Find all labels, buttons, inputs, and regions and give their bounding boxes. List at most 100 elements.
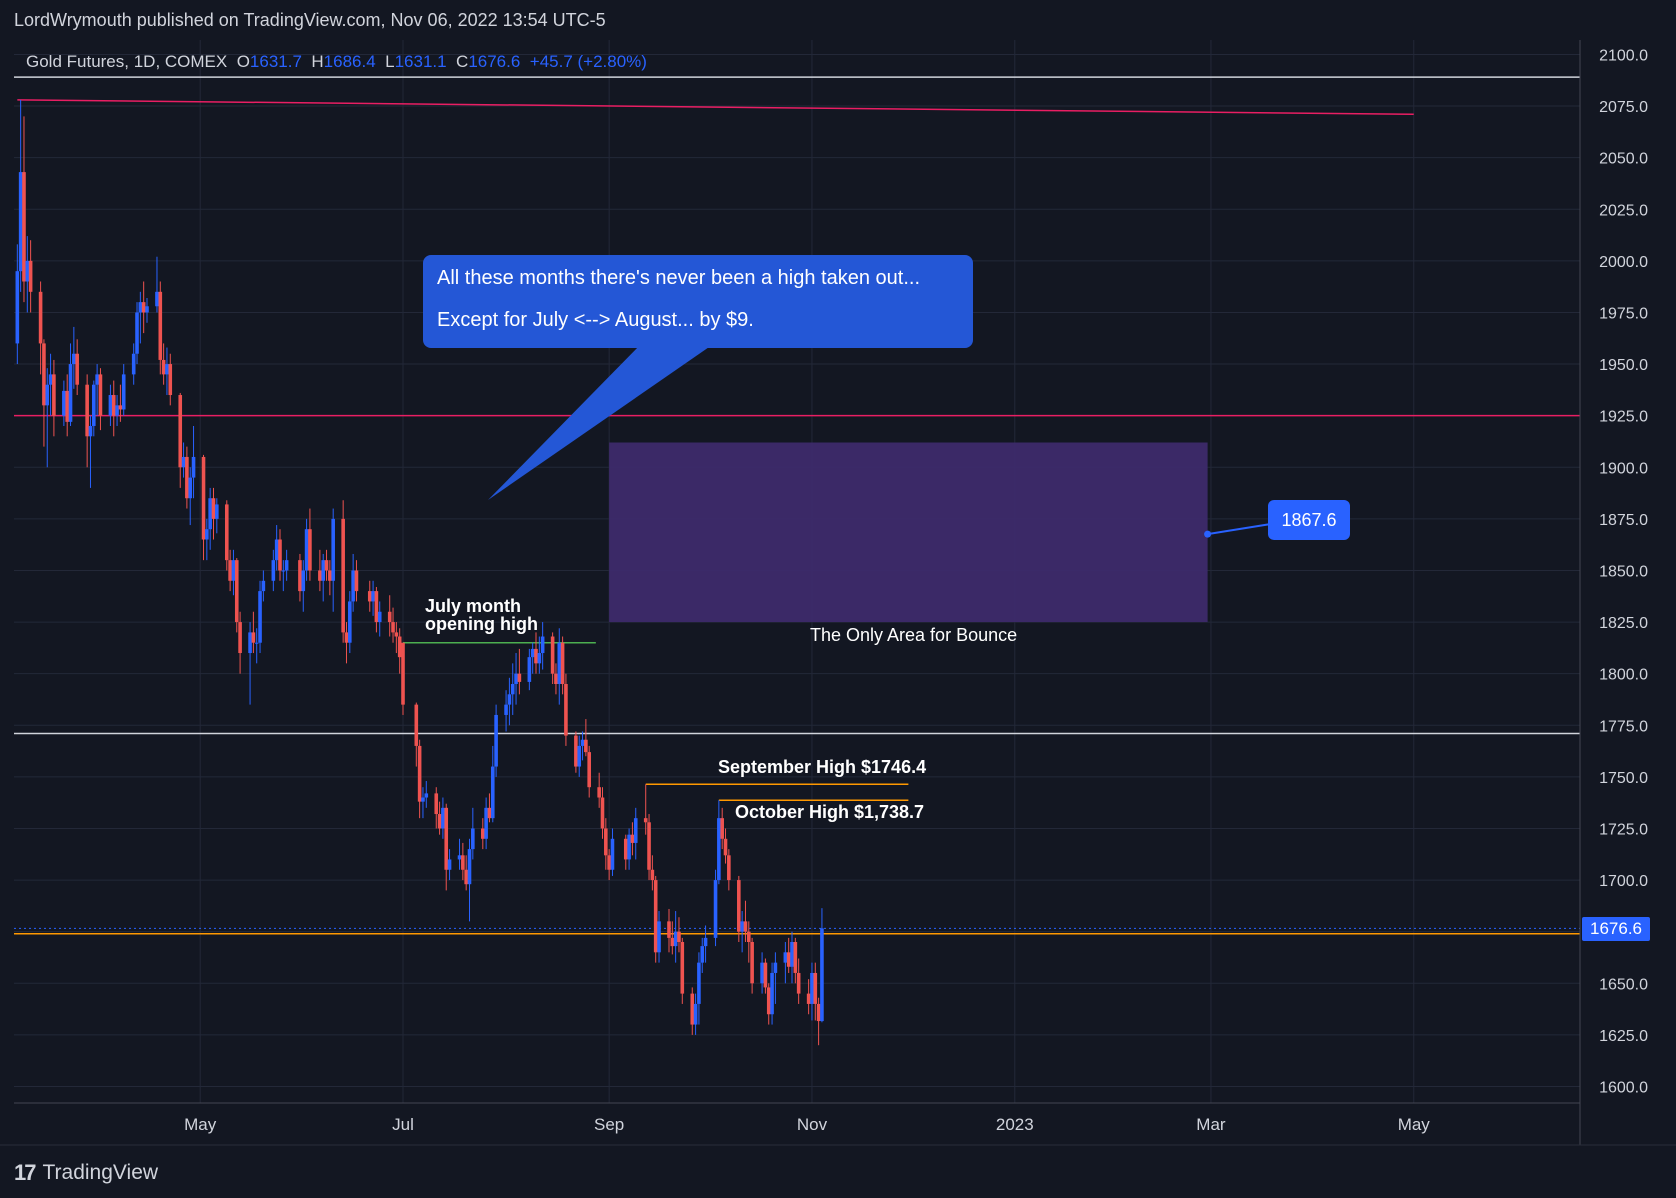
candle-body xyxy=(98,374,103,416)
tradingview-footer: 17 TradingView xyxy=(14,1160,158,1186)
candle-body xyxy=(623,838,628,860)
candle-body xyxy=(697,962,701,1004)
open-value: 1631.7 xyxy=(249,52,302,71)
tradingview-logo-icon: 17 xyxy=(14,1160,37,1185)
bounce-zone-layer xyxy=(609,442,1271,623)
candle-body xyxy=(796,972,801,994)
candle-body xyxy=(224,504,229,561)
candle-body xyxy=(178,395,183,468)
candle-body xyxy=(534,648,538,664)
candle-body xyxy=(537,653,542,664)
candle-body xyxy=(600,797,605,829)
candle-body xyxy=(108,395,113,416)
candle-body xyxy=(377,611,382,623)
candle-body xyxy=(88,425,93,437)
x-tick-label: Nov xyxy=(797,1115,828,1134)
high-label: H xyxy=(311,52,324,71)
candle-body xyxy=(743,921,748,932)
y-tick-label: 1850.0 xyxy=(1599,563,1648,580)
y-tick-label: 1875.0 xyxy=(1599,512,1648,529)
current-price-tag: 1676.6 xyxy=(1582,917,1650,941)
candle-body xyxy=(308,529,312,571)
tradingview-brand: TradingView xyxy=(42,1161,159,1184)
callout-tail xyxy=(488,345,712,500)
candle-body xyxy=(773,962,778,973)
july-label-line-1: July month xyxy=(425,596,522,616)
close-value: 1676.6 xyxy=(468,52,521,71)
candle-body xyxy=(258,591,262,643)
candle-body xyxy=(208,498,212,530)
candle-body xyxy=(461,855,465,870)
candle-body xyxy=(228,560,232,581)
candle-body xyxy=(557,642,562,684)
candle-body xyxy=(630,834,635,843)
candle-body xyxy=(703,937,708,947)
candle-body xyxy=(387,611,392,623)
candle-body xyxy=(584,739,588,753)
candle-body xyxy=(188,477,193,499)
candle-body xyxy=(397,636,402,658)
candle-body xyxy=(457,855,462,860)
candle-body xyxy=(514,673,518,684)
candle-body xyxy=(28,260,33,292)
callout-pointer xyxy=(488,345,712,500)
candle-body xyxy=(348,601,352,643)
candle-body xyxy=(391,622,395,633)
y-tick-label: 1825.0 xyxy=(1599,615,1648,632)
candle-body xyxy=(597,787,601,798)
candle-body xyxy=(161,359,166,375)
candle-body xyxy=(693,1003,698,1025)
candle-body xyxy=(790,942,794,967)
low-value: 1631.1 xyxy=(394,52,447,71)
candle-body xyxy=(181,456,186,468)
y-tick-label: 1775.0 xyxy=(1599,718,1648,735)
candle-body xyxy=(750,942,754,984)
candle-body xyxy=(91,384,96,426)
candle-body xyxy=(667,921,671,938)
candle-body xyxy=(763,962,768,988)
candle-body xyxy=(786,952,791,967)
change-value: +45.7 (+2.80%) xyxy=(529,52,647,71)
candle-body xyxy=(560,642,565,684)
july-label-line-2: opening high xyxy=(425,614,538,634)
candle-body xyxy=(278,539,282,571)
candle-body xyxy=(284,560,289,571)
candle-body xyxy=(394,632,399,637)
candle-body xyxy=(145,306,149,313)
candle-body xyxy=(530,648,535,658)
september-high-label: September High $1746.4 xyxy=(718,757,927,777)
y-tick-label: 1700.0 xyxy=(1599,873,1648,890)
candle-body xyxy=(813,972,818,1004)
candle-body xyxy=(444,807,449,870)
candle-body xyxy=(274,539,279,561)
candle-body xyxy=(670,937,675,947)
candle-body xyxy=(135,312,139,354)
candle-body xyxy=(554,673,558,684)
candle-body xyxy=(720,818,724,839)
candle-body xyxy=(215,504,219,519)
candle-body xyxy=(783,952,788,963)
callout-box[interactable]: All these months there's never been a hi… xyxy=(423,255,973,348)
symbol-ohlc-legend: Gold Futures, 1D, COMEX O1631.7 H1686.4 … xyxy=(26,52,647,72)
candle-body xyxy=(723,838,728,856)
candle-body xyxy=(341,518,345,633)
candle-body xyxy=(587,752,591,788)
candle-body xyxy=(677,931,681,943)
candle-body xyxy=(737,880,741,932)
october-high-label: October High $1,738.7 xyxy=(735,802,925,822)
candle-body xyxy=(633,818,638,843)
y-tick-label: 1650.0 xyxy=(1599,976,1648,993)
x-tick-label: Mar xyxy=(1196,1115,1226,1134)
candle-body xyxy=(471,828,475,850)
candle-body xyxy=(490,766,495,819)
target-price-label[interactable]: 1867.6 xyxy=(1268,500,1350,540)
candle-body xyxy=(371,591,375,602)
candle-body xyxy=(158,291,163,360)
y-tick-label: 1975.0 xyxy=(1599,305,1648,322)
candle-body xyxy=(713,880,718,938)
candle-body xyxy=(304,529,309,571)
candle-body xyxy=(517,673,522,682)
candle-body xyxy=(111,395,116,416)
candlestick-series xyxy=(15,99,824,1046)
